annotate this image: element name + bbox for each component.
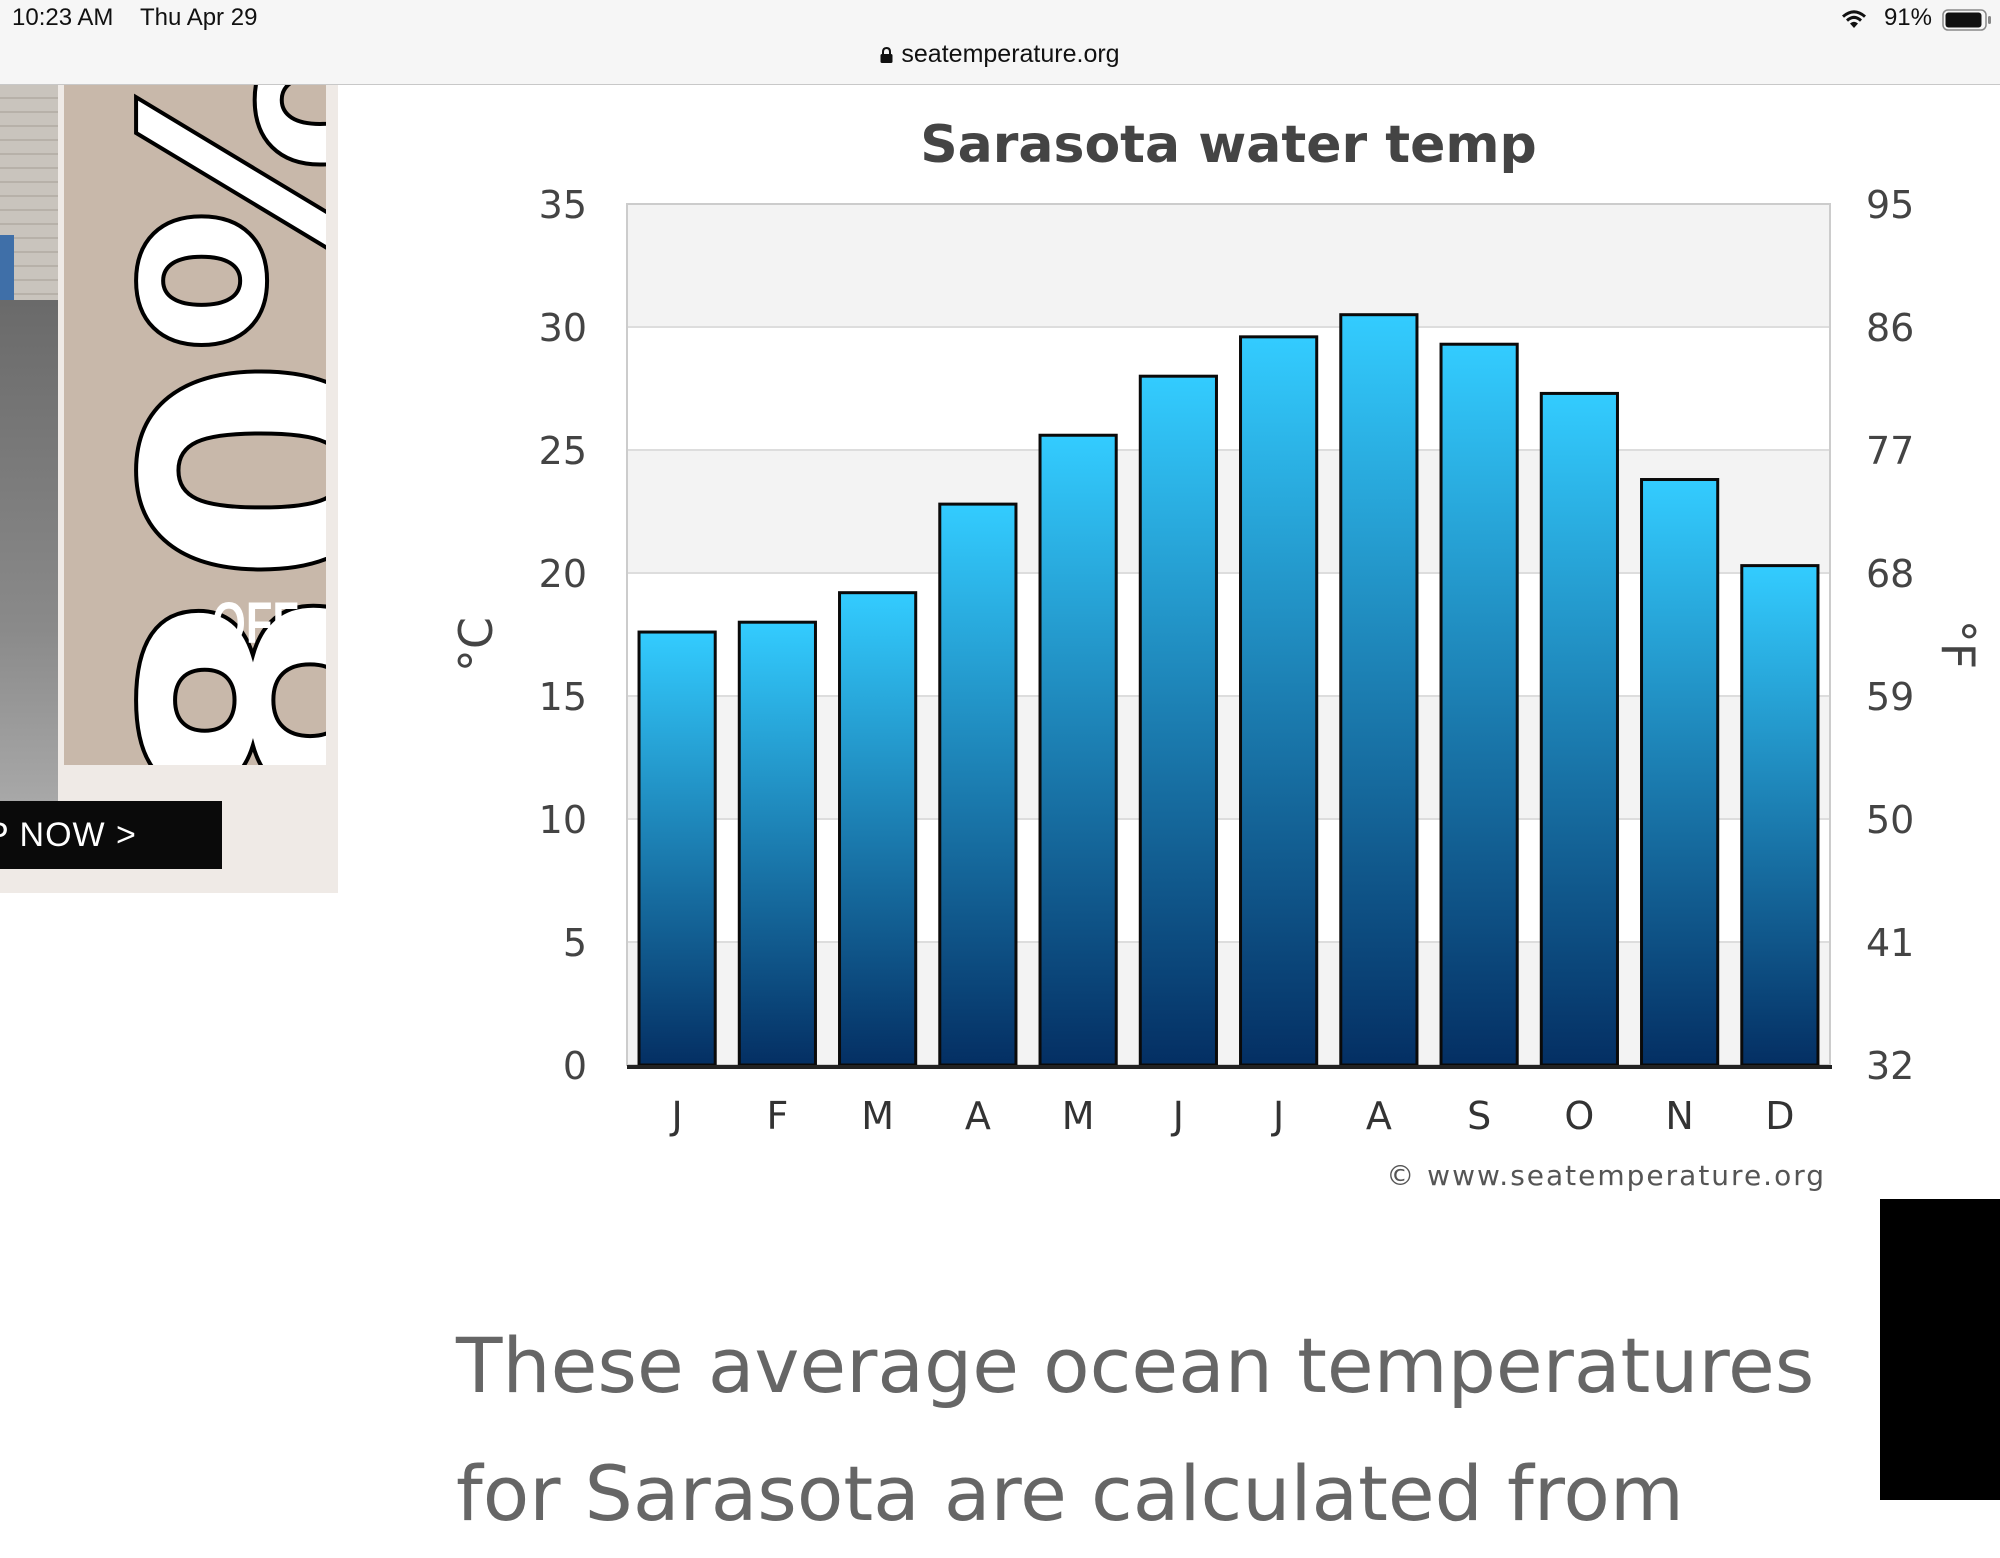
- advertisement[interactable]: 80% OFF P NOW >: [0, 85, 338, 893]
- bar-0: [637, 630, 717, 1067]
- lock-icon: [880, 47, 893, 63]
- x-tick-label: M: [861, 1094, 894, 1138]
- battery-percent: 91%: [1883, 4, 1932, 31]
- status-time: 10:23 AM: [12, 4, 114, 31]
- ad-discount-text: 80%: [73, 85, 326, 765]
- water-temp-chart: 0 5 10 15 20 25 30 35 32 41 50 59 68 77 86 95 J F M A M J J A…: [420, 85, 2000, 1215]
- bar-9: [1539, 391, 1619, 1067]
- grid-band: [627, 204, 1830, 327]
- chart-title: Sarasota water temp: [920, 115, 1537, 175]
- y-tick-label-right: 77: [1866, 429, 1914, 473]
- y-tick-label-left: 15: [539, 675, 587, 719]
- address-bar[interactable]: seatemperature.org: [0, 40, 2000, 69]
- y-tick-label-left: 25: [539, 429, 587, 473]
- x-tick-label: M: [1062, 1094, 1095, 1138]
- y-tick-label-left: 35: [539, 183, 587, 227]
- y-tick-label-right: 95: [1866, 183, 1914, 227]
- x-tick-label: J: [1271, 1094, 1284, 1138]
- y-tick-label-left: 30: [539, 306, 587, 350]
- x-tick-label: J: [1171, 1094, 1184, 1138]
- bar-10: [1640, 478, 1720, 1067]
- status-date: Thu Apr 29: [140, 4, 258, 31]
- x-tick-label: A: [965, 1094, 991, 1138]
- y-tick-label-left: 10: [539, 798, 587, 842]
- grid-band: [627, 696, 1830, 819]
- bar-2: [838, 591, 918, 1067]
- ad-photo-model: [0, 300, 58, 848]
- status-bar: 10:23 AM Thu Apr 29 91% seatemperature.o…: [0, 0, 2000, 85]
- battery-icon: [1942, 9, 1991, 31]
- chart-copyright: © www.seatemperature.org: [1386, 1159, 1826, 1192]
- grid-band: [627, 450, 1830, 573]
- y-tick-label-left: 0: [563, 1044, 587, 1088]
- bar-3: [938, 502, 1018, 1067]
- x-tick-label: O: [1564, 1094, 1594, 1138]
- bar-11: [1740, 564, 1820, 1067]
- y-tick-label-right: 50: [1866, 798, 1914, 842]
- bar-5: [1138, 374, 1218, 1067]
- bar-1: [737, 620, 817, 1067]
- x-tick-label: A: [1366, 1094, 1392, 1138]
- y-tick-label-left: 5: [563, 921, 587, 965]
- ad-off-label: OFF: [212, 591, 299, 656]
- ad-discount-panel: 80% OFF: [64, 85, 326, 765]
- x-tick-label: S: [1467, 1094, 1491, 1138]
- black-overlay-block: [1880, 1199, 2000, 1500]
- y-tick-label-right: 86: [1866, 306, 1914, 350]
- y-tick-label-left: 20: [539, 552, 587, 596]
- y-tick-label-right: 41: [1866, 921, 1914, 965]
- y-tick-label-right: 68: [1866, 552, 1914, 596]
- url-text: seatemperature.org: [901, 40, 1120, 68]
- wifi-icon: [1842, 10, 1866, 28]
- y-axis-label-fahrenheit: °F: [1931, 620, 1985, 669]
- bar-8: [1439, 342, 1519, 1067]
- chart-svg: 0 5 10 15 20 25 30 35 32 41 50 59 68 77 86 95 J F M A M J J A…: [449, 115, 1985, 1192]
- x-tick-label: D: [1765, 1094, 1794, 1138]
- bar-4: [1038, 433, 1118, 1067]
- y-tick-label-right: 59: [1866, 675, 1914, 719]
- bar-6: [1239, 335, 1319, 1067]
- grid-band: [627, 942, 1830, 1065]
- x-tick-label: J: [670, 1094, 683, 1138]
- y-tick-label-right: 32: [1866, 1044, 1914, 1088]
- x-tick-label: F: [766, 1094, 788, 1138]
- y-axis-label-celsius: °C: [449, 617, 503, 672]
- x-tick-label: N: [1665, 1094, 1693, 1138]
- article-paragraph: These average ocean temperatures for Sar…: [456, 1321, 1815, 1538]
- shop-now-button[interactable]: P NOW >: [0, 801, 222, 869]
- bar-7: [1339, 313, 1419, 1067]
